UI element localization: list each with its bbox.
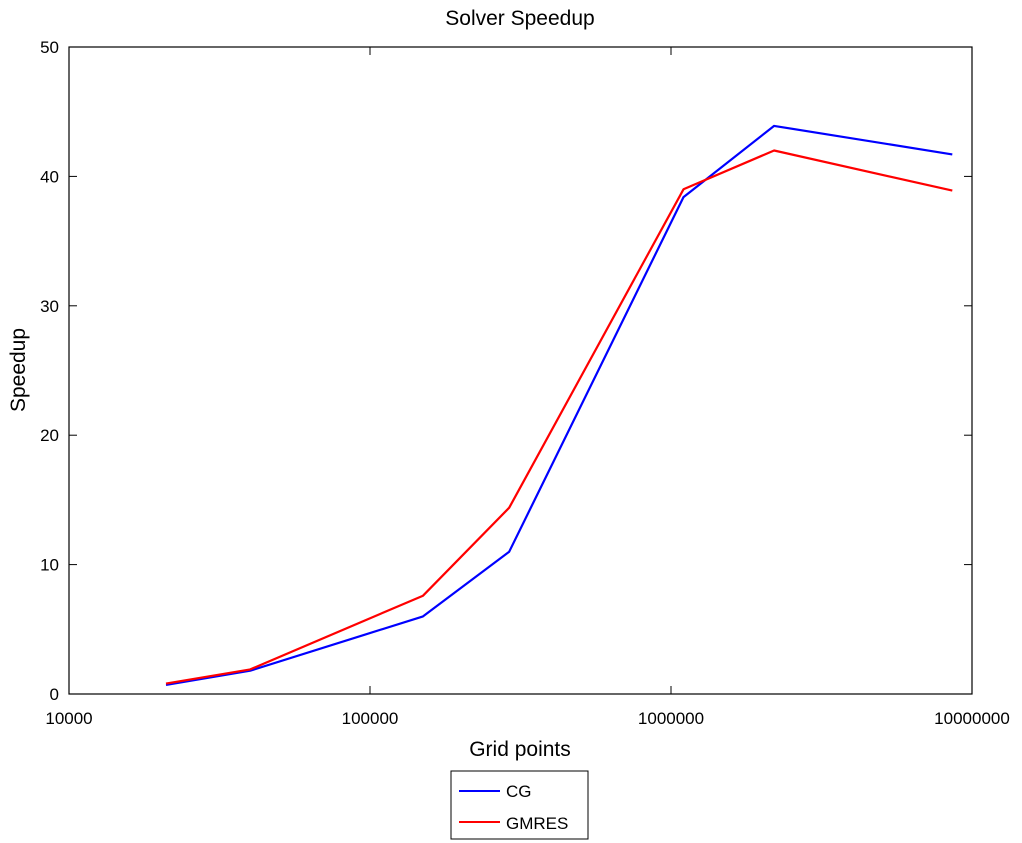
y-tick-label: 0 — [50, 685, 59, 704]
series-line-cg — [165, 124, 953, 686]
x-axis-title: Grid points — [469, 738, 571, 761]
legend-box — [450, 770, 589, 840]
chart-title: Solver Speedup — [445, 7, 594, 30]
x-tick-label: 10000 — [45, 709, 92, 728]
plot-frame — [68, 46, 973, 695]
x-tick-label: 100000 — [342, 709, 399, 728]
y-tick-label: 10 — [40, 556, 59, 575]
axis-ticks — [68, 46, 973, 695]
legend: CG GMRES — [450, 770, 589, 840]
y-tick-label: 20 — [40, 426, 59, 445]
y-tick-label: 40 — [40, 167, 59, 186]
series-lines — [165, 124, 953, 686]
axis-tick-labels: 0 10 20 30 40 50 10000 100000 1000000 10000000 — [40, 38, 1010, 728]
y-tick-label: 30 — [40, 297, 59, 316]
x-tick-label: 10000000 — [934, 709, 1010, 728]
x-tick-label: 1000000 — [638, 709, 704, 728]
legend-label-cg: CG — [506, 782, 532, 801]
series-line-gmres — [165, 149, 953, 685]
y-tick-label: 50 — [40, 38, 59, 57]
y-axis-title: Speedup — [7, 328, 30, 412]
legend-label-gmres: GMRES — [506, 814, 568, 833]
